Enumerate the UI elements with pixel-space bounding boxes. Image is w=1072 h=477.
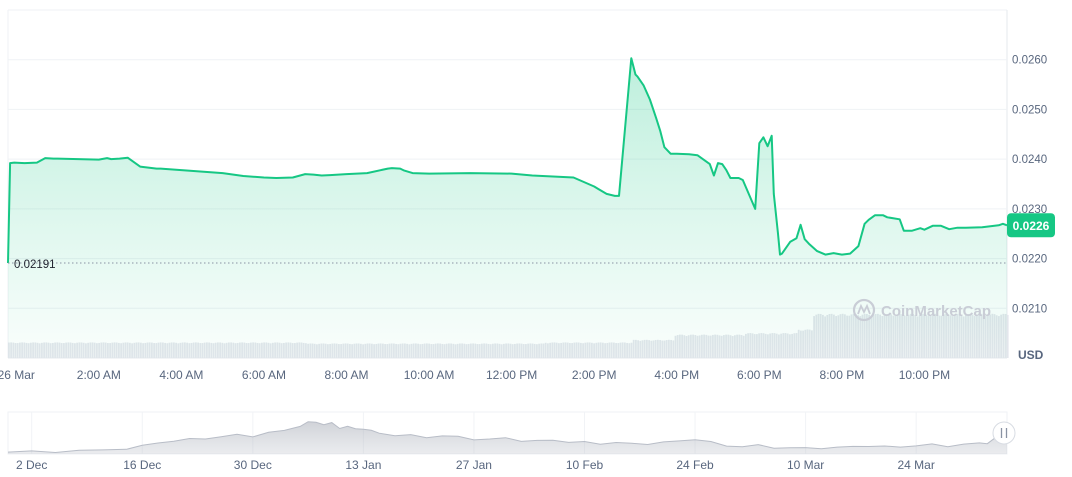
x-tick-label: 4:00 AM: [159, 368, 203, 382]
coinmarketcap-logo-mark: [857, 303, 871, 315]
navigator-x-tick-label: 24 Mar: [898, 458, 935, 472]
x-tick-label: 6:00 PM: [737, 368, 782, 382]
current-price-badge: 0.0226: [1007, 213, 1055, 238]
navigator-x-tick-label: 2 Dec: [16, 458, 47, 472]
y-tick-label: 0.0210: [1012, 303, 1047, 315]
navigator-x-tick-label: 10 Mar: [787, 458, 824, 472]
price-area-fill: [8, 58, 1007, 358]
x-tick-label: 6:00 AM: [242, 368, 286, 382]
x-tick-label: 4:00 PM: [654, 368, 699, 382]
price-line: [7, 57, 1008, 264]
navigator-area: [7, 421, 1008, 454]
x-tick-label: 8:00 PM: [820, 368, 865, 382]
y-tick-label: 0.0250: [1012, 104, 1047, 116]
x-tick-label: 2:00 PM: [572, 368, 617, 382]
volume-bar: [1006, 314, 1009, 358]
navigator-x-tick-label: 27 Jan: [456, 458, 492, 472]
navigator-handle[interactable]: [992, 421, 1016, 445]
open-price-reference: 0.02191: [8, 259, 1007, 271]
current-price-label: 0.0226: [1013, 219, 1050, 233]
x-tick-label: 12:00 PM: [486, 368, 537, 382]
x-tick-label: 10:00 AM: [404, 368, 455, 382]
current-price-badge-bg: [1007, 213, 1055, 238]
navigator-x-tick-label: 16 Dec: [123, 458, 161, 472]
navigator-x-tick-label: 10 Feb: [566, 458, 604, 472]
open-price-label: 0.02191: [14, 259, 56, 271]
navigator-area-fill: [8, 421, 1007, 454]
navigator-x-ticks: 2 Dec 16 Dec 30 Dec 13 Jan 27 Jan 10 Feb 24 Fe…: [16, 458, 935, 472]
y-tick-label: 0.0220: [1012, 254, 1047, 266]
range-navigator[interactable]: 2 Dec 16 Dec 30 Dec 13 Jan 27 Jan 10 Feb 24 Fe…: [7, 411, 1016, 472]
navigator-x-tick-label: 13 Jan: [345, 458, 381, 472]
currency-unit-label: USD: [1018, 348, 1044, 362]
coinmarketcap-logo-icon: [852, 298, 876, 322]
y-axis-ticks: 0.0210 0.0220 0.0230 0.0240 0.0250 0.0260: [1012, 55, 1047, 316]
x-tick-label: 10:00 PM: [899, 368, 950, 382]
y-tick-label: 0.0230: [1012, 204, 1047, 216]
x-axis-ticks: 26 Mar 2:00 AM 4:00 AM 6:00 AM 8:00 AM 10:00 …: [0, 368, 950, 382]
navigator-x-tick-label: 24 Feb: [676, 458, 714, 472]
coinmarketcap-watermark: CoinMarketCap: [852, 298, 991, 322]
navigator-x-tick-label: 30 Dec: [234, 458, 272, 472]
x-tick-label: 26 Mar: [0, 368, 35, 382]
y-tick-label: 0.0260: [1012, 55, 1047, 67]
navigator-line: [7, 421, 1008, 454]
watermark-text: CoinMarketCap: [881, 303, 991, 320]
x-tick-label: 2:00 AM: [77, 368, 121, 382]
y-tick-label: 0.0240: [1012, 154, 1047, 166]
x-tick-label: 8:00 AM: [324, 368, 368, 382]
price-area: [7, 57, 1008, 358]
